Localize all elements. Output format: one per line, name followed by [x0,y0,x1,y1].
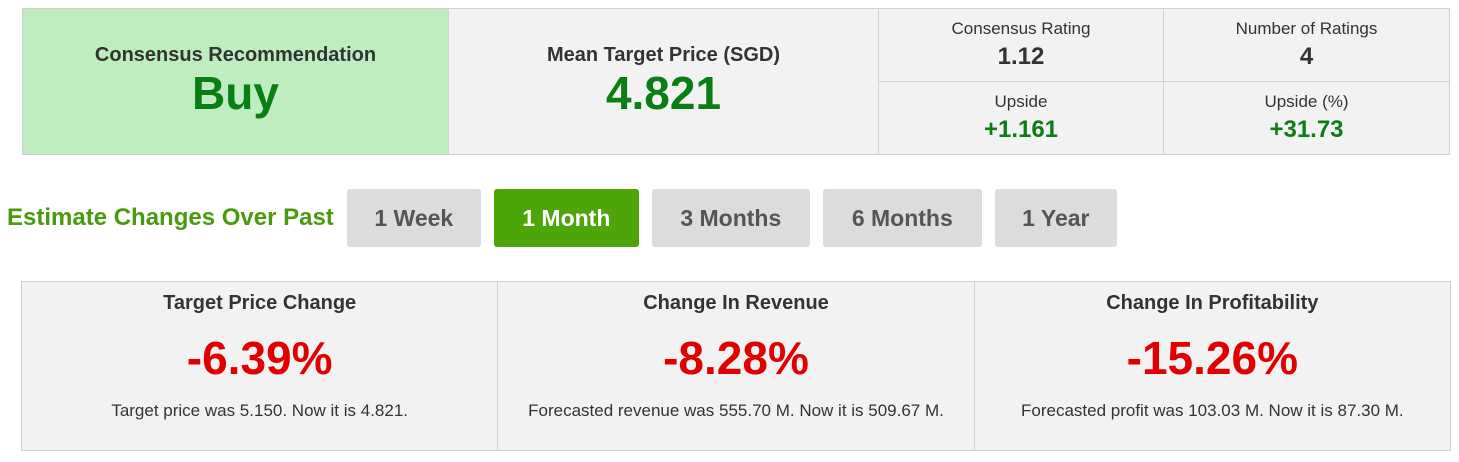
number-of-ratings-cell: Number of Ratings 4 [1164,9,1449,82]
upside-cell: Upside +1.161 [879,81,1164,154]
consensus-rating-label: Consensus Rating [951,18,1091,38]
consensus-recommendation-value: Buy [192,67,279,119]
revenue-change-title: Change In Revenue [643,292,829,314]
revenue-change-value: -8.28% [663,332,809,384]
estimate-changes-table: Target Price Change -6.39% Target price … [21,281,1451,451]
upside-percent-cell: Upside (%) +31.73 [1164,82,1449,155]
upside-percent-value: +31.73 [1269,115,1344,143]
period-button-3-months[interactable]: 3 Months [651,189,810,247]
consensus-rating-value: 1.12 [997,42,1045,70]
profitability-change-value: -15.26% [1126,332,1298,384]
period-button-6-months[interactable]: 6 Months [822,189,982,247]
profitability-change-description: Forecasted profit was 103.03 M. Now it i… [1020,401,1404,420]
consensus-rating-cell: Consensus Rating 1.12 [879,9,1164,82]
target-price-change-value: -6.39% [186,332,333,384]
consensus-recommendation-cell: Consensus Recommendation Buy [23,9,449,154]
period-selector: Estimate Changes Over Past 1 Week 1 Mont… [7,189,1130,247]
period-selector-title: Estimate Changes Over Past [7,204,334,231]
consensus-recommendation-label: Consensus Recommendation [94,44,377,66]
consensus-table: Consensus Recommendation Buy Mean Target… [22,8,1450,155]
mean-target-price-label: Mean Target Price (SGD) [546,44,781,66]
mean-target-price-cell: Mean Target Price (SGD) 4.821 [449,9,879,154]
upside-label: Upside [994,91,1048,111]
period-button-1-year[interactable]: 1 Year [994,189,1117,247]
upside-percent-label: Upside (%) [1264,91,1349,111]
number-of-ratings-value: 4 [1299,42,1314,70]
target-price-change-title: Target Price Change [163,292,357,314]
period-button-1-month[interactable]: 1 Month [493,189,639,247]
profitability-change-card: Change In Profitability -15.26% Forecast… [973,282,1450,450]
target-price-change-description: Target price was 5.150. Now it is 4.821. [111,401,409,420]
target-price-change-card: Target Price Change -6.39% Target price … [22,282,497,450]
revenue-change-description: Forecasted revenue was 555.70 M. Now it … [528,401,944,420]
upside-value: +1.161 [983,115,1059,143]
revenue-change-card: Change In Revenue -8.28% Forecasted reve… [497,282,973,450]
mean-target-price-value: 4.821 [605,67,722,119]
period-button-1-week[interactable]: 1 Week [346,189,481,247]
profitability-change-title: Change In Profitability [1106,292,1319,314]
consensus-stats-grid: Consensus Rating 1.12 Number of Ratings … [879,9,1449,154]
number-of-ratings-label: Number of Ratings [1235,18,1378,38]
